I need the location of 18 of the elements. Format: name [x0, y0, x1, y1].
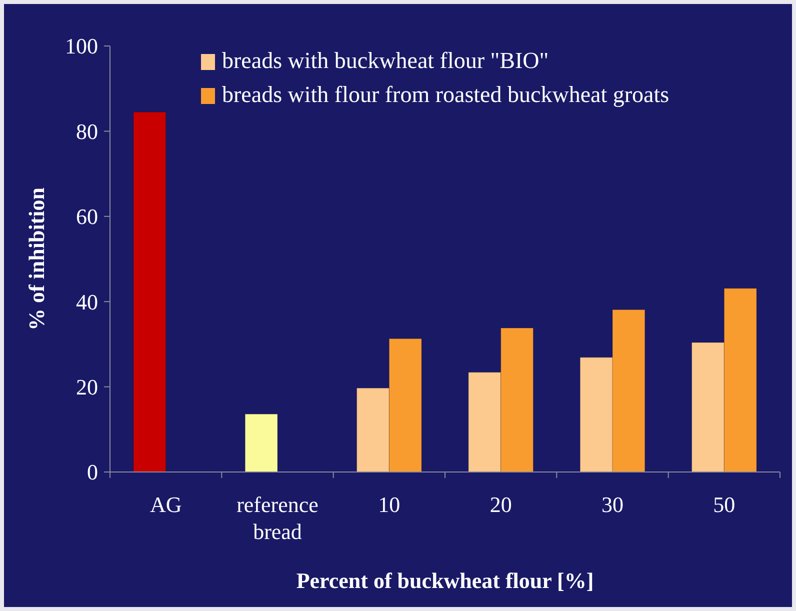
x-tick-label: 50 [713, 492, 736, 517]
x-axis-title: Percent of buckwheat flour [%] [296, 568, 594, 593]
x-tick-label: 10 [378, 492, 400, 517]
y-tick-label: 100 [65, 34, 98, 59]
legend-label: breads with buckwheat flour "BIO" [222, 48, 549, 73]
x-tick-label: reference bread [236, 492, 318, 544]
x-tick-label: 30 [602, 492, 624, 517]
x-tick-label: 20 [490, 492, 512, 517]
y-tick-label: 0 [87, 460, 98, 485]
x-tick-label: AG [150, 492, 182, 517]
y-tick-label: 80 [76, 118, 98, 144]
legend-label: breads with flour from roasted buckwheat groats [222, 82, 670, 107]
bar [133, 112, 166, 472]
bar [244, 414, 278, 472]
y-tick-label: 20 [76, 374, 98, 400]
y-tick-label: 60 [76, 204, 98, 230]
y-axis-title: % of inhibition [24, 187, 49, 331]
y-tick-label: 40 [76, 289, 98, 314]
